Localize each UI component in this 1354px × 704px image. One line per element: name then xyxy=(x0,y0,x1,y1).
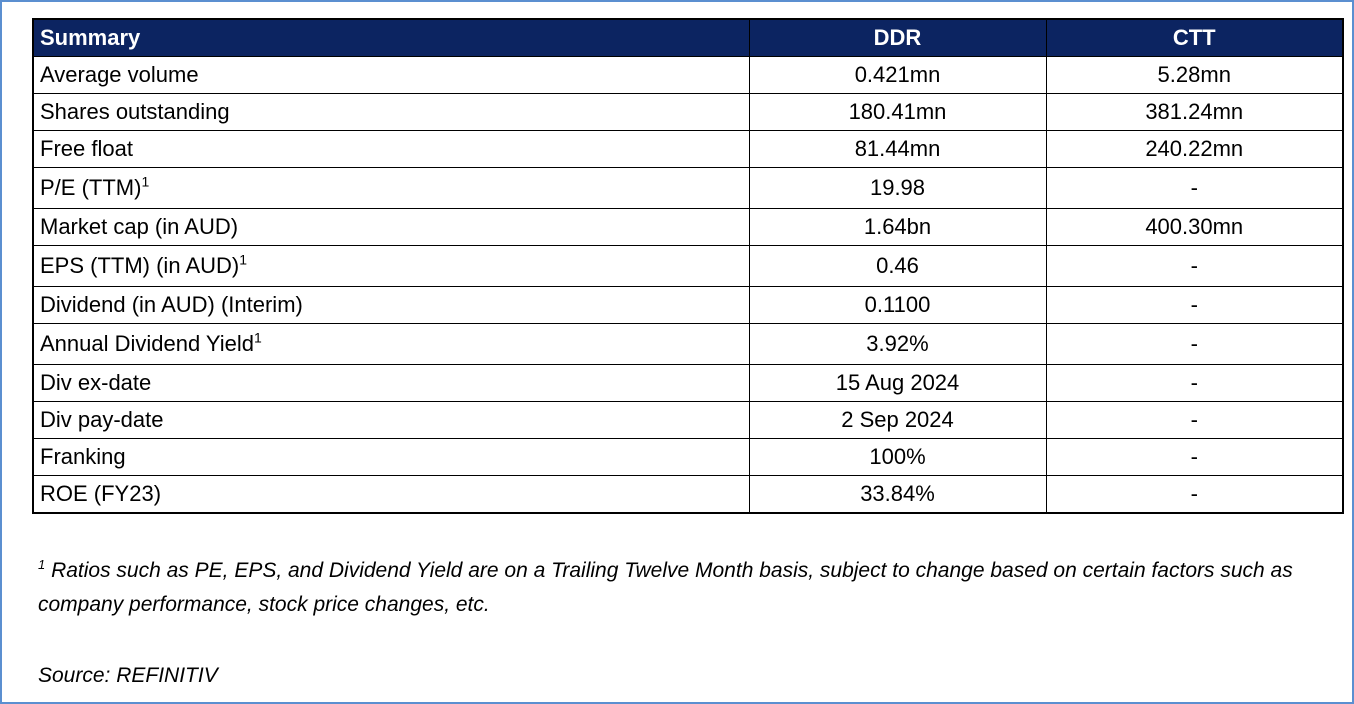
ddr-value: 33.84% xyxy=(748,475,1047,514)
table-row: P/E (TTM)1 19.98- xyxy=(32,167,1344,209)
ddr-value: 0.46 xyxy=(748,245,1047,287)
header-ddr: DDR xyxy=(748,18,1047,57)
row-label-text: Dividend (in AUD) (Interim) xyxy=(40,292,303,317)
row-label: Annual Dividend Yield1 xyxy=(32,323,750,365)
ddr-value: 1.64bn xyxy=(748,208,1047,246)
ctt-value: - xyxy=(1045,475,1344,514)
row-label-text: ROE (FY23) xyxy=(40,481,162,506)
row-label-text: Market cap (in AUD) xyxy=(40,214,239,239)
row-label-text: EPS (TTM) (in AUD) xyxy=(40,253,240,278)
footnote-marker: 1 xyxy=(38,557,46,572)
ctt-value: - xyxy=(1045,364,1344,402)
ddr-value: 15 Aug 2024 xyxy=(748,364,1047,402)
row-label: Shares outstanding xyxy=(32,93,750,131)
table-row: Average volume 0.421mn 5.28mn xyxy=(32,56,1344,94)
header-summary: Summary xyxy=(32,18,750,57)
table-row: Shares outstanding 180.41mn 381.24mn xyxy=(32,93,1344,131)
ddr-value: 81.44mn xyxy=(748,130,1047,168)
table-header-row: Summary DDR CTT xyxy=(32,18,1344,57)
row-label: Free float xyxy=(32,130,750,168)
table-row: Free float 81.44mn 240.22mn xyxy=(32,130,1344,168)
table-row: Market cap (in AUD) 1.64bn 400.30mn xyxy=(32,208,1344,246)
row-label: Dividend (in AUD) (Interim) xyxy=(32,286,750,324)
footnote-ref: 1 xyxy=(141,173,150,190)
source-note: Source: REFINITIV xyxy=(38,664,218,687)
ddr-value: 0.1100 xyxy=(748,286,1047,324)
table-row: ROE (FY23) 33.84% - xyxy=(32,475,1344,514)
row-label-text: Average volume xyxy=(40,62,199,87)
footnote-ref: 1 xyxy=(239,251,248,268)
ddr-value: 100% xyxy=(748,438,1047,476)
table-row: EPS (TTM) (in AUD)1 0.46- xyxy=(32,245,1344,287)
table-row: Div ex-date 15 Aug 2024- xyxy=(32,364,1344,402)
row-label: Average volume xyxy=(32,56,750,94)
row-label: P/E (TTM)1 xyxy=(32,167,750,209)
row-label-text: Shares outstanding xyxy=(40,99,230,124)
ctt-value: - xyxy=(1045,167,1344,209)
ddr-value: 19.98 xyxy=(748,167,1047,209)
ctt-value: - xyxy=(1045,245,1344,287)
footnote-ref: 1 xyxy=(254,329,262,346)
header-ctt: CTT xyxy=(1045,18,1344,57)
row-label-text: Franking xyxy=(40,444,126,469)
ctt-value: 5.28mn xyxy=(1045,56,1344,94)
ctt-value: 381.24mn xyxy=(1045,93,1344,131)
table-row: Div pay-date 2 Sep 2024- xyxy=(32,401,1344,439)
footnote: 1 Ratios such as PE, EPS, and Dividend Y… xyxy=(38,554,1328,622)
row-label-text: Div pay-date xyxy=(40,407,164,432)
ddr-value: 180.41mn xyxy=(748,93,1047,131)
row-label: Franking xyxy=(32,438,750,476)
row-label: ROE (FY23) xyxy=(32,475,750,514)
row-label: Market cap (in AUD) xyxy=(32,208,750,246)
footnote-text: Ratios such as PE, EPS, and Dividend Yie… xyxy=(38,559,1293,616)
row-label: EPS (TTM) (in AUD)1 xyxy=(32,245,750,287)
ctt-value: 240.22mn xyxy=(1045,130,1344,168)
table-row: Dividend (in AUD) (Interim) 0.1100- xyxy=(32,286,1344,324)
row-label-text: Div ex-date xyxy=(40,370,152,395)
table-row: Annual Dividend Yield1 3.92% - xyxy=(32,323,1344,365)
ctt-value: - xyxy=(1045,438,1344,476)
row-label-text: P/E (TTM) xyxy=(40,175,142,200)
ddr-value: 3.92% xyxy=(748,323,1047,365)
table-row: Franking 100% - xyxy=(32,438,1344,476)
row-label: Div pay-date xyxy=(32,401,750,439)
ddr-value: 2 Sep 2024 xyxy=(748,401,1047,439)
summary-table: Summary DDR CTT Average volume 0.421mn 5.2… xyxy=(32,18,1344,514)
row-label: Div ex-date xyxy=(32,364,750,402)
ctt-value: - xyxy=(1045,286,1344,324)
ddr-value: 0.421mn xyxy=(748,56,1047,94)
ctt-value: 400.30mn xyxy=(1045,208,1344,246)
ctt-value: - xyxy=(1045,323,1344,365)
row-label-text: Annual Dividend Yield xyxy=(40,331,255,356)
ctt-value: - xyxy=(1045,401,1344,439)
row-label-text: Free float xyxy=(40,136,133,161)
